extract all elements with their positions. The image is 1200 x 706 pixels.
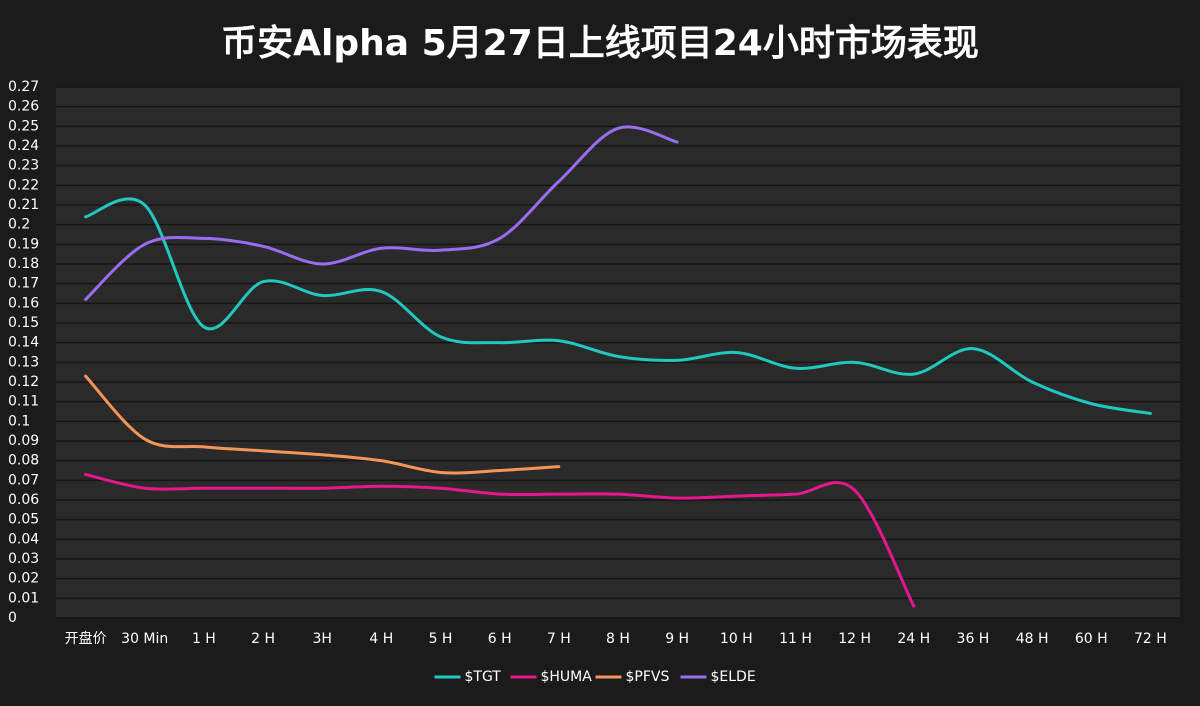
x-tick-label: 开盘价 xyxy=(65,630,107,647)
x-tick-label: 6 H xyxy=(488,631,512,647)
y-tick-label: 0.04 xyxy=(8,531,39,547)
y-tick-label: 0.26 xyxy=(8,99,39,115)
series-line xyxy=(84,197,1152,415)
x-tick-label: 48 H xyxy=(1016,631,1049,647)
y-tick-label: 0.15 xyxy=(8,315,39,331)
y-tick-label: 0.24 xyxy=(8,138,39,154)
y-tick-label: 0.23 xyxy=(8,158,39,174)
y-tick-label: 0.11 xyxy=(8,394,39,410)
y-tick-label: 0 xyxy=(8,610,17,626)
y-tick-label: 0.25 xyxy=(8,118,39,134)
y-tick-label: 0.12 xyxy=(8,374,39,390)
x-tick-label: 36 H xyxy=(957,631,990,647)
x-tick-label: 12 H xyxy=(838,631,871,647)
series-line xyxy=(84,472,916,608)
series-line xyxy=(84,374,561,475)
x-tick-label: 72 H xyxy=(1134,631,1167,647)
y-tick-label: 0.05 xyxy=(8,512,39,528)
y-tick-label: 0.02 xyxy=(8,571,39,587)
y-tick-label: 0.27 xyxy=(8,79,39,95)
x-tick-label: 7 H xyxy=(547,631,571,647)
x-tick-label: 2 H xyxy=(251,631,275,647)
x-tick-label: 30 Min xyxy=(121,631,168,647)
x-tick-label: 9 H xyxy=(665,631,689,647)
x-tick-label: 5 H xyxy=(429,631,453,647)
y-tick-label: 0.1 xyxy=(8,413,30,429)
y-tick-label: 0.2 xyxy=(8,217,30,233)
x-tick-label: 3H xyxy=(312,631,331,647)
legend-label: $TGT xyxy=(465,669,502,685)
y-tick-label: 0.19 xyxy=(8,236,39,252)
y-tick-label: 0.13 xyxy=(8,354,39,370)
legend-label: $ELDE xyxy=(711,669,756,685)
y-tick-label: 0.09 xyxy=(8,433,39,449)
chart-title: 币安Alpha 5月27日上线项目24小时市场表现 xyxy=(221,23,979,64)
x-tick-label: 8 H xyxy=(606,631,630,647)
y-tick-label: 0.06 xyxy=(8,492,39,508)
y-tick-label: 0.08 xyxy=(8,453,39,469)
y-tick-label: 0.14 xyxy=(8,335,39,351)
y-tick-label: 0.18 xyxy=(8,256,39,272)
x-tick-label: 24 H xyxy=(897,631,930,647)
series-line xyxy=(84,125,679,301)
x-tick-label: 60 H xyxy=(1075,631,1108,647)
legend-label: $HUMA xyxy=(541,669,593,685)
x-tick-label: 4 H xyxy=(369,631,393,647)
y-tick-label: 0.07 xyxy=(8,472,39,488)
legend-label: $PFVS xyxy=(626,669,670,685)
x-tick-label: 10 H xyxy=(720,631,753,647)
y-tick-label: 0.21 xyxy=(8,197,39,213)
y-tick-label: 0.01 xyxy=(8,590,39,606)
x-tick-label: 11 H xyxy=(779,631,812,647)
x-tick-label: 1 H xyxy=(192,631,216,647)
y-tick-label: 0.22 xyxy=(8,177,39,193)
y-tick-label: 0.16 xyxy=(8,295,39,311)
plot-area xyxy=(56,87,1180,618)
y-tick-label: 0.03 xyxy=(8,551,39,567)
y-tick-label: 0.17 xyxy=(8,276,39,292)
